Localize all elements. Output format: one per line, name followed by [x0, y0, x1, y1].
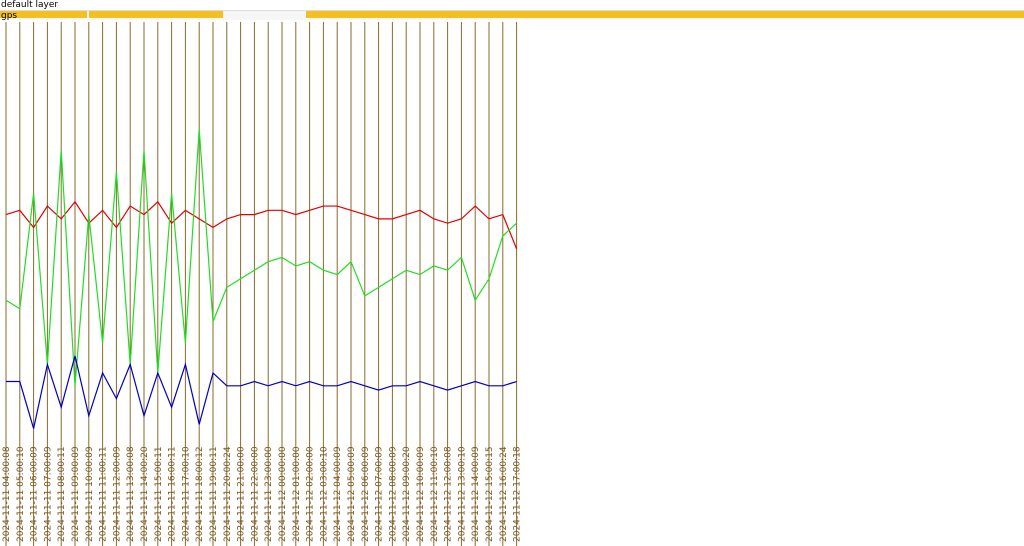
time-label: 2024-11-11 13:00:08 [126, 446, 136, 542]
time-label: 2024-11-11 10:00:09 [85, 446, 95, 542]
time-label: 2024-11-12 11:00:10 [430, 446, 440, 542]
time-label: 2024-11-12 01:00:00 [292, 446, 302, 542]
time-label: 2024-11-11 18:00:12 [195, 446, 205, 542]
time-label: 2024-11-12 16:00:24 [499, 446, 509, 542]
time-label: 2024-11-11 08:00:11 [57, 446, 67, 542]
time-label: 2024-11-12 06:00:09 [361, 446, 371, 542]
time-label: 2024-11-11 17:00:10 [181, 446, 191, 542]
time-label: 2024-11-11 22:00:00 [250, 446, 260, 542]
signal-line [5, 200, 518, 250]
time-label: 2024-11-12 09:00:20 [402, 446, 412, 542]
signal-line [6, 355, 517, 429]
time-label: 2024-11-12 13:00:10 [457, 446, 467, 542]
time-label: 2024-11-12 10:00:09 [416, 446, 426, 542]
layer-header: default layer gps [0, 0, 1024, 22]
time-label: 2024-11-11 15:00:11 [154, 446, 164, 542]
time-label: 2024-11-12 00:00:00 [278, 446, 288, 542]
time-label: 2024-11-12 08:00:09 [388, 446, 398, 542]
time-label: 2024-11-12 15:00:15 [485, 446, 495, 542]
time-label: 2024-11-11 12:00:09 [112, 446, 122, 542]
time-label: 2024-11-11 05:00:10 [16, 446, 26, 542]
track-segment[interactable] [306, 11, 1024, 18]
time-label: 2024-11-11 16:00:11 [168, 446, 178, 542]
time-label: 2024-11-12 12:00:08 [444, 446, 454, 542]
time-label: 2024-11-11 07:00:09 [43, 446, 53, 542]
track-segment[interactable] [0, 11, 87, 18]
time-label: 2024-11-11 09:00:09 [71, 446, 81, 542]
time-label: 2024-11-11 04:00:08 [2, 446, 12, 542]
track-name: gps [1, 11, 18, 21]
time-label: 2024-11-11 14:00:20 [140, 446, 150, 542]
signal-line [5, 128, 518, 386]
time-label: 2024-11-11 06:00:09 [30, 446, 40, 542]
time-label: 2024-11-12 07:00:09 [375, 446, 385, 542]
time-label: 2024-11-11 23:00:00 [264, 446, 274, 542]
time-label: 2024-11-12 14:00:09 [471, 446, 481, 542]
time-label: 2024-11-11 20:00:24 [223, 446, 233, 542]
time-label: 2024-11-12 05:00:09 [347, 446, 357, 542]
time-label: 2024-11-12 17:00:18 [513, 446, 523, 542]
time-label: 2024-11-11 11:00:11 [99, 446, 109, 542]
time-label: 2024-11-11 19:00:11 [209, 446, 219, 542]
time-label: 2024-11-12 02:00:00 [306, 446, 316, 542]
time-label: 2024-11-11 21:00:00 [237, 446, 247, 542]
time-label: 2024-11-12 04:00:09 [333, 446, 343, 542]
track-segment[interactable] [89, 11, 223, 18]
time-label: 2024-11-12 03:00:10 [319, 446, 329, 542]
layer-name: default layer [1, 0, 59, 10]
